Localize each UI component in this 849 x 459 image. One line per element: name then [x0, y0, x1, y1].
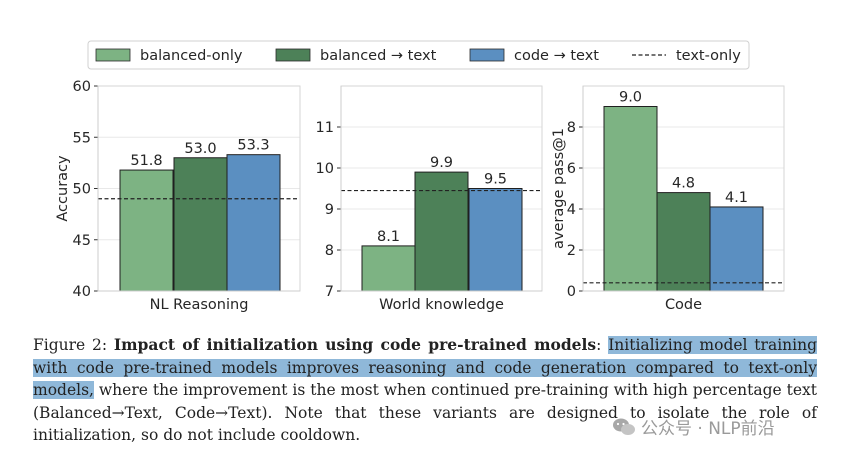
y-tick-label: 0 [567, 284, 576, 300]
y-tick-label: 50 [73, 182, 91, 198]
watermark-text: 公众号 · NLP前沿 [641, 419, 775, 439]
figure-chart: balanced-only balanced → text code → text t… [55, 40, 785, 313]
bar-value-label: 51.8 [130, 153, 162, 169]
bar-value-label: 9.9 [430, 155, 453, 171]
caption-prefix: Figure 2: [33, 336, 114, 354]
y-tick-label: 4 [567, 202, 576, 218]
legend-label: text-only [676, 48, 741, 64]
bar [468, 188, 523, 292]
bar-value-label: 9.0 [619, 90, 642, 106]
y-tick-label: 2 [567, 243, 576, 259]
bar [414, 171, 469, 292]
y-axis-label: Accuracy [55, 155, 71, 222]
y-tick-label: 9 [325, 202, 334, 218]
bar-value-label: 4.1 [725, 190, 748, 206]
y-tick-label: 11 [316, 120, 334, 136]
figure-caption: Figure 2: Impact of initialization using… [33, 334, 817, 447]
bar-value-label: 53.3 [237, 138, 269, 154]
bar [603, 106, 658, 292]
chart-panel-3: 0 2 4 6 8 9.0 4.8 4.1 Code average pass@1 [551, 85, 785, 313]
y-tick-label: 10 [316, 161, 334, 177]
caption-body: where the improvement is the most when c… [33, 381, 817, 444]
y-tick-label: 55 [73, 130, 91, 146]
legend-label: balanced-only [140, 48, 243, 64]
bar-value-label: 53.0 [184, 141, 216, 157]
x-axis-label: NL Reasoning [150, 297, 249, 313]
bar [709, 206, 764, 292]
x-axis-label: World knowledge [379, 297, 504, 313]
watermark: 公众号 · NLP前沿 [612, 414, 775, 439]
x-axis-label: Code [665, 297, 702, 313]
chart-panel-2: 7 8 9 10 11 8.1 9.9 9.5 World knowledge [316, 85, 543, 313]
wechat-icon [613, 418, 635, 435]
y-tick-label: 7 [325, 284, 334, 300]
legend-swatch [95, 48, 131, 62]
y-tick-label: 60 [73, 79, 91, 95]
bar-value-label: 8.1 [377, 229, 400, 245]
caption-colon: : [596, 336, 609, 354]
legend-swatch [275, 48, 311, 62]
bar [656, 192, 711, 292]
legend: balanced-only balanced → text code → text t… [87, 40, 750, 70]
y-tick-label: 40 [73, 284, 91, 300]
y-tick-label: 8 [325, 243, 334, 259]
caption-title: Impact of initialization using code pre-… [113, 335, 597, 354]
y-tick-label: 8 [567, 120, 576, 136]
bar [361, 245, 416, 292]
legend-frame [87, 40, 750, 70]
legend-swatch [469, 48, 505, 62]
bar [119, 169, 174, 292]
bar [173, 157, 228, 292]
bar [226, 154, 281, 292]
legend-label: code → text [514, 48, 599, 64]
y-axis-label: average pass@1 [551, 128, 567, 249]
y-tick-label: 6 [567, 161, 576, 177]
chart-panel-1: 40 45 50 55 60 51.8 53.0 53.3 NL Reasoning Accura… [55, 79, 301, 313]
bar-value-label: 9.5 [484, 172, 507, 188]
y-tick-label: 45 [73, 233, 91, 249]
legend-label: balanced → text [320, 48, 437, 64]
bar-value-label: 4.8 [672, 176, 695, 192]
